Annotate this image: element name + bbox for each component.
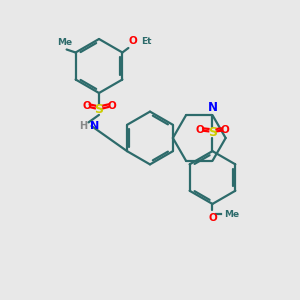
Text: O: O (208, 213, 217, 223)
Text: S: S (94, 103, 103, 116)
Text: N: N (90, 121, 99, 131)
Text: H: H (79, 121, 87, 131)
Text: O: O (107, 101, 116, 111)
Text: S: S (208, 126, 217, 139)
Text: O: O (196, 124, 204, 134)
Text: N: N (208, 100, 218, 114)
Text: O: O (82, 101, 91, 111)
Text: O: O (221, 124, 230, 134)
Text: Et: Et (141, 38, 152, 46)
Text: Me: Me (58, 38, 73, 47)
Text: Me: Me (224, 210, 239, 219)
Text: O: O (128, 37, 137, 46)
